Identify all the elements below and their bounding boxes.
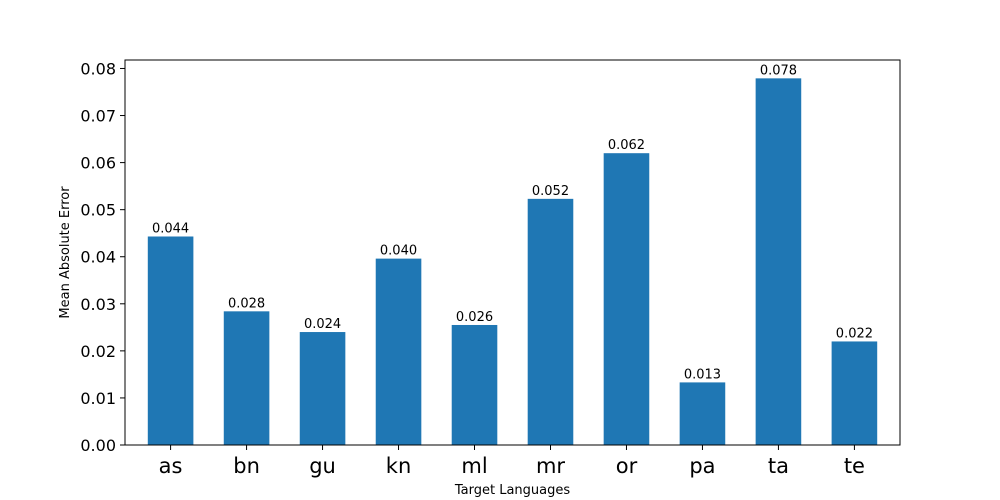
x-tick-label-pa: pa <box>689 454 715 478</box>
data-label-ml: 0.026 <box>456 310 493 325</box>
y-tick-label: 0.06 <box>80 154 116 173</box>
y-tick-label: 0.00 <box>80 436 116 455</box>
y-tick-label: 0.02 <box>80 342 116 361</box>
y-tick-label: 0.03 <box>80 295 116 314</box>
x-tick-label-bn: bn <box>233 454 260 478</box>
data-label-ta: 0.078 <box>760 63 797 78</box>
data-label-pa: 0.013 <box>684 367 721 382</box>
data-label-mr: 0.052 <box>532 184 569 199</box>
bar-kn <box>375 258 422 445</box>
bar-pa <box>679 382 726 445</box>
y-tick-label: 0.07 <box>80 107 116 126</box>
x-tick-label-ml: ml <box>461 454 487 478</box>
bar-mr <box>527 198 574 445</box>
bar-bn <box>223 311 270 445</box>
bar-or <box>603 153 650 445</box>
y-tick-label: 0.01 <box>80 389 116 408</box>
x-tick-label-or: or <box>616 454 638 478</box>
bar-ta <box>755 78 802 445</box>
x-tick-label-kn: kn <box>386 454 411 478</box>
y-axis: 0.00 0.01 0.02 0.03 0.04 0.05 0.06 0.07 0.08 <box>80 59 125 455</box>
plot-frame <box>124 59 901 446</box>
x-tick-label-mr: mr <box>536 454 565 478</box>
x-tick-label-ta: ta <box>768 454 789 478</box>
bar-ml <box>451 324 498 445</box>
x-tick-label-te: te <box>844 454 865 478</box>
data-label-or: 0.062 <box>608 138 645 153</box>
data-label-te: 0.022 <box>836 326 873 341</box>
y-axis-label: Mean Absolute Error <box>58 186 73 319</box>
data-label-gu: 0.024 <box>304 317 341 332</box>
bar-gu <box>299 332 346 445</box>
y-tick-label: 0.08 <box>80 59 116 78</box>
bar-as <box>147 236 194 445</box>
x-tick-label-as: as <box>159 454 183 478</box>
x-axis-label: Target Languages <box>454 483 571 498</box>
bar-te <box>831 341 878 445</box>
bars-group <box>147 78 878 445</box>
data-label-as: 0.044 <box>152 221 189 236</box>
data-labels-group: 0.044 0.028 0.024 0.040 0.026 0.052 0.062 0.013… <box>152 63 873 382</box>
data-label-bn: 0.028 <box>228 296 265 311</box>
y-tick-label: 0.05 <box>80 201 116 220</box>
y-tick-label: 0.04 <box>80 248 116 267</box>
x-tick-label-gu: gu <box>309 454 336 478</box>
x-axis: as bn gu kn ml mr or pa ta te <box>159 445 865 478</box>
data-label-kn: 0.040 <box>380 244 417 259</box>
